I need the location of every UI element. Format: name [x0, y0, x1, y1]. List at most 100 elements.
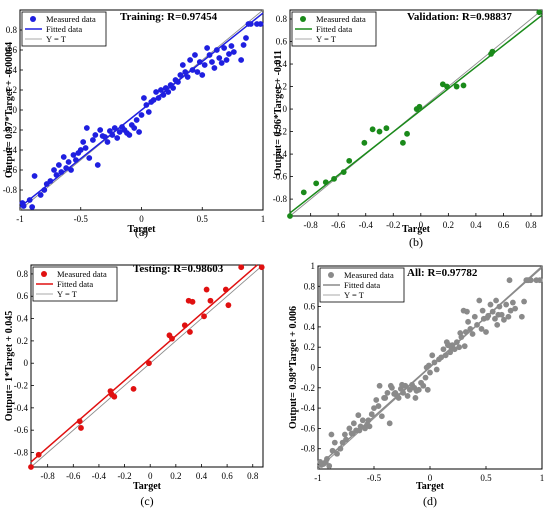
data-point	[160, 92, 167, 98]
data-point	[324, 455, 330, 462]
data-point	[536, 277, 543, 284]
x-tick-label: 0.4	[196, 471, 208, 481]
data-point	[478, 326, 485, 332]
data-point	[451, 346, 458, 353]
data-point	[199, 72, 206, 78]
data-point	[365, 417, 372, 424]
data-point	[300, 189, 307, 196]
data-point	[216, 55, 223, 61]
data-point	[138, 112, 145, 118]
data-point	[368, 411, 375, 418]
data-point	[222, 286, 229, 293]
data-point	[378, 413, 385, 420]
data-point	[322, 179, 329, 186]
data-point	[384, 389, 391, 396]
data-point	[376, 128, 383, 135]
data-point	[366, 423, 373, 430]
data-point	[29, 204, 36, 210]
data-point	[189, 298, 196, 305]
legend-label-fitted: Fitted data	[46, 24, 82, 34]
data-point	[153, 89, 159, 95]
y-tick-label: 0.6	[17, 291, 29, 301]
data-point	[474, 321, 480, 328]
panel-label: (a)	[135, 225, 148, 239]
data-point	[90, 137, 96, 143]
data-point	[536, 9, 543, 16]
panel-label: (c)	[140, 494, 153, 508]
data-point	[355, 412, 362, 419]
data-point	[68, 167, 74, 173]
y-tick-label: 0.8	[276, 14, 288, 24]
x-tick-label: -0.6	[331, 220, 346, 230]
data-point	[145, 109, 152, 115]
legend: Measured data Fitted data Y = T	[319, 267, 405, 303]
data-point	[230, 49, 237, 55]
data-point	[72, 157, 79, 163]
data-point	[116, 129, 123, 135]
y-tick-label: -0.8	[3, 185, 18, 195]
data-point	[447, 349, 454, 356]
axis-ticks: -0.8 -0.6 -0.4 -0.2 0 0.2 0.4 0.6 0.8 -0.8 -0.6 -0.…	[273, 14, 537, 230]
chart-panel-validation: Output= 0.96*Target + -0.011 -0.8 -0.6 -0.…	[273, 9, 543, 249]
data-point	[422, 374, 429, 381]
data-point	[221, 45, 228, 51]
data-point	[83, 125, 90, 131]
legend-label-fitted: Fitted data	[316, 24, 352, 34]
data-point	[518, 313, 525, 320]
x-tick-label: -1	[16, 214, 24, 224]
data-point	[243, 35, 249, 41]
data-point	[175, 79, 181, 85]
data-point	[438, 354, 445, 361]
data-point	[425, 362, 432, 369]
data-point	[209, 59, 215, 65]
data-point	[427, 369, 433, 376]
chart-panel-testing: Output= 1*Target + 0.045 -0.8 -0.6 -0.4 -0.…	[4, 263, 265, 508]
data-point	[109, 132, 116, 138]
legend: Measured data Fitted data Y = T	[32, 266, 118, 302]
data-point	[494, 321, 501, 328]
x-tick-label: 0.6	[221, 471, 233, 481]
y-tick-label: -0.6	[301, 423, 316, 433]
y-tick-label: 0.2	[304, 342, 315, 352]
x-axis-label: Target	[416, 481, 445, 492]
data-point	[114, 135, 121, 141]
legend-label-measured: Measured data	[344, 270, 394, 280]
data-point	[485, 312, 492, 319]
data-point	[453, 339, 460, 346]
data-point	[404, 130, 410, 137]
data-point	[416, 103, 423, 110]
data-point	[225, 302, 232, 309]
data-point	[329, 447, 336, 454]
data-point	[136, 129, 142, 135]
data-point	[189, 67, 196, 73]
data-point	[181, 322, 188, 329]
data-point	[207, 297, 214, 304]
data-point	[346, 157, 353, 164]
data-point	[60, 154, 67, 160]
data-point	[429, 352, 436, 359]
data-point	[404, 393, 411, 399]
data-point	[258, 264, 265, 271]
y-tick-label: 0.4	[6, 65, 18, 75]
data-point	[424, 386, 431, 393]
y-tick-label: 0	[13, 105, 18, 115]
data-point	[476, 297, 483, 304]
data-point	[238, 57, 245, 63]
data-point	[53, 172, 60, 178]
data-point	[187, 329, 193, 335]
data-point	[28, 464, 34, 470]
data-point	[37, 192, 44, 198]
data-point	[77, 147, 84, 153]
legend-label-measured: Measured data	[46, 14, 96, 24]
data-point	[31, 173, 38, 179]
data-point	[150, 97, 157, 103]
y-tick-label: 0.4	[17, 314, 29, 324]
data-point	[47, 178, 54, 184]
data-point	[94, 162, 101, 168]
data-point	[340, 169, 347, 175]
data-point	[375, 403, 382, 409]
data-point	[400, 139, 406, 146]
data-point	[406, 386, 413, 393]
data-point	[371, 405, 377, 411]
data-point	[141, 95, 147, 101]
